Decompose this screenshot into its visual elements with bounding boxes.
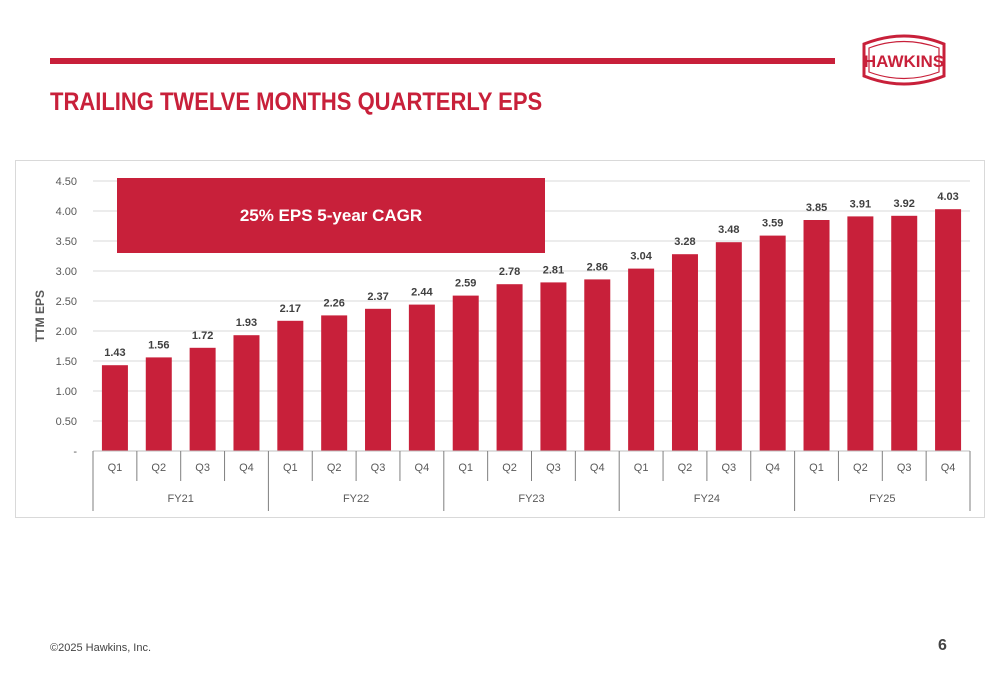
data-label: 1.93 [236,317,257,329]
bar [145,357,172,451]
x-tick-label: Q4 [415,462,430,474]
bar [101,365,128,451]
y-tick-label: - [73,446,77,458]
bar [496,284,523,451]
x-group-label: FY21 [168,493,194,505]
data-label: 2.78 [499,266,520,278]
bar [584,279,611,451]
x-tick-label: Q2 [327,462,342,474]
x-tick-label: Q2 [678,462,693,474]
data-label: 2.44 [411,287,433,299]
data-label: 3.91 [850,198,871,210]
bar [233,335,260,451]
x-group-label: FY22 [343,493,369,505]
x-tick-label: Q3 [546,462,561,474]
x-tick-label: Q2 [853,462,868,474]
page-number: 6 [938,637,947,654]
x-tick-label: Q1 [108,462,123,474]
x-tick-label: Q1 [809,462,824,474]
x-tick-label: Q1 [283,462,298,474]
bar [321,315,348,451]
data-label: 3.28 [674,236,695,248]
x-tick-label: Q3 [195,462,210,474]
y-tick-label: 3.50 [56,236,77,248]
y-axis-label: TTM EPS [33,290,47,342]
data-label: 4.03 [937,191,958,203]
data-label: 3.85 [806,202,827,214]
x-group-label: FY24 [694,493,720,505]
svg-text:HAWKINS: HAWKINS [864,52,944,71]
bar [803,220,830,451]
x-tick-label: Q2 [502,462,517,474]
y-tick-label: 2.00 [56,326,77,338]
x-tick-label: Q4 [590,462,605,474]
bar [452,295,479,451]
y-tick-label: 0.50 [56,416,77,428]
chart-frame: - 0.50 1.00 1.50 2.00 2.50 3.00 3.50 4.00 4.50 TTM… [15,160,985,518]
eps-bar-chart: - 0.50 1.00 1.50 2.00 2.50 3.00 3.50 4.00 4.50 TTM… [33,176,971,511]
data-label: 2.26 [323,297,344,309]
x-group-label: FY23 [518,493,544,505]
cagr-callout-box [117,178,545,253]
y-tick-label: 1.00 [56,386,77,398]
data-label: 3.92 [894,198,915,210]
bar [847,216,874,451]
bar [408,304,435,451]
data-label: 2.17 [280,303,301,315]
x-tick-label: Q3 [721,462,736,474]
x-tick-label: Q4 [941,462,956,474]
y-tick-label: 4.00 [56,206,77,218]
cagr-callout-text: 25% EPS 5-year CAGR [240,206,422,225]
data-label: 2.37 [367,291,388,303]
data-label: 1.72 [192,330,213,342]
bar [628,268,655,451]
x-tick-label: Q4 [765,462,780,474]
bar [715,242,742,451]
data-label: 2.59 [455,278,476,290]
y-tick-label: 2.50 [56,296,77,308]
data-label: 2.86 [587,261,608,273]
bar [277,320,304,451]
bar [365,308,392,451]
bar [935,209,962,451]
data-label: 1.43 [104,347,125,359]
x-tick-label: Q1 [634,462,649,474]
x-tick-label: Q2 [151,462,166,474]
bar [759,235,786,451]
page-title: TRAILING TWELVE MONTHS QUARTERLY EPS [50,88,543,116]
header-rule [50,58,835,64]
x-tick-label: Q3 [371,462,386,474]
x-tick-label: Q1 [458,462,473,474]
data-label: 3.59 [762,218,783,230]
hawkins-logo: HAWKINS [862,34,946,86]
data-label: 2.81 [543,264,564,276]
y-tick-label: 1.50 [56,356,77,368]
copyright-text: ©2025 Hawkins, Inc. [50,642,152,654]
bar [189,347,216,451]
y-tick-label: 3.00 [56,266,77,278]
bar [540,282,567,451]
x-tick-label: Q3 [897,462,912,474]
y-tick-label: 4.50 [56,176,77,188]
data-label: 1.56 [148,339,169,351]
data-label: 3.04 [630,251,652,263]
x-tick-label: Q4 [239,462,254,474]
data-label: 3.48 [718,224,739,236]
bar [671,254,698,451]
bar [891,215,918,451]
x-group-label: FY25 [869,493,895,505]
